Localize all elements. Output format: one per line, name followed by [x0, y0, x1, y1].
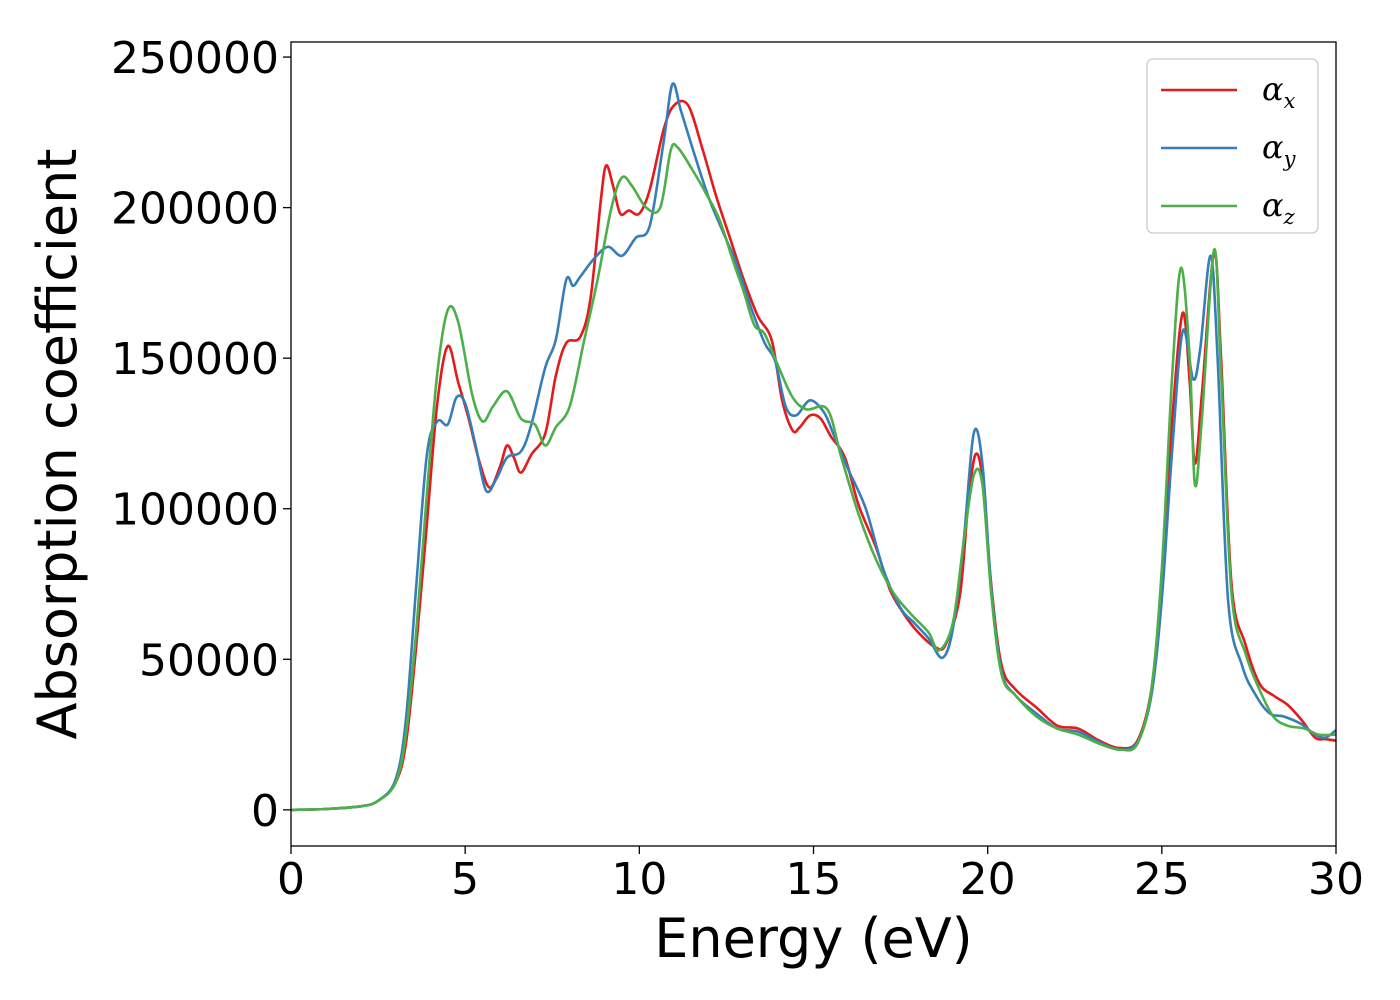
legend-label-z: αz	[1262, 186, 1296, 229]
ticks-layer: 0 5 10 15 20 25 30 0 50000 100000 150000 200000 2500…	[111, 33, 1364, 905]
legend-label-subscript: x	[1284, 89, 1296, 113]
x-tick-label: 0	[277, 854, 305, 905]
y-axis-label: Absorption coefficient	[26, 149, 89, 740]
x-tick-label: 10	[611, 854, 667, 905]
series-layer	[291, 82, 1336, 812]
y-tick-label: 200000	[111, 184, 279, 235]
y-tick-label: 0	[251, 786, 279, 837]
x-tick-label: 30	[1308, 854, 1364, 905]
legend-label-subscript: y	[1283, 147, 1297, 171]
y-tick-label: 150000	[111, 334, 279, 385]
legend-label-symbol: α	[1262, 70, 1284, 108]
x-tick-label: 5	[451, 854, 479, 905]
legend-label-symbol: α	[1262, 128, 1284, 166]
legend-label-x: αx	[1262, 70, 1296, 113]
x-axis-label: Energy (eV)	[654, 907, 973, 970]
x-tick-label: 20	[960, 854, 1016, 905]
legend-label-subscript: z	[1283, 205, 1296, 229]
y-tick-label: 100000	[111, 485, 279, 536]
legend-label-y: αy	[1262, 128, 1297, 171]
x-tick-label: 25	[1134, 854, 1190, 905]
y-tick-label: 50000	[139, 635, 279, 686]
x-tick-label: 15	[786, 854, 842, 905]
series-line-z	[291, 142, 1336, 812]
legend-label-symbol: α	[1262, 186, 1284, 224]
legend-box	[1146, 58, 1319, 234]
y-tick-label: 250000	[111, 33, 279, 84]
